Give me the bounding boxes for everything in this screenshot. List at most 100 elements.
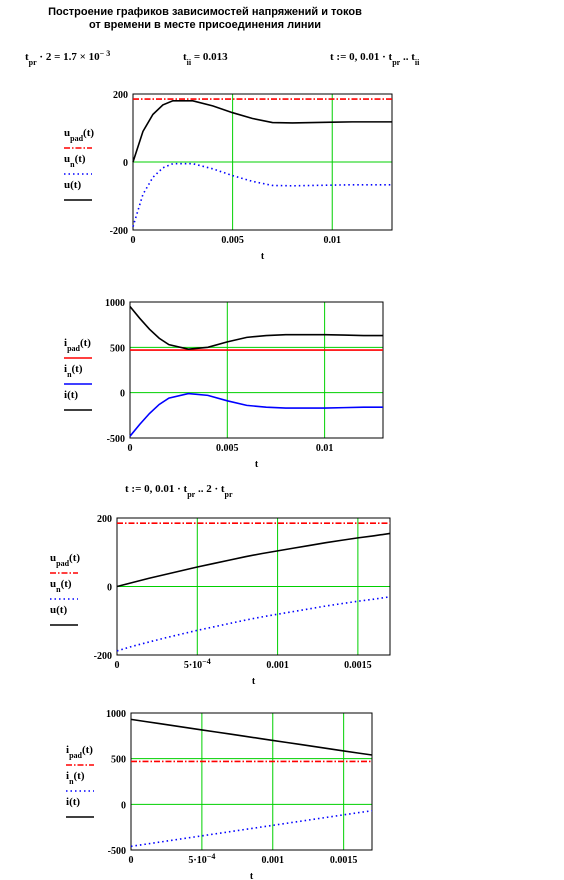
legend-label-part: (t) xyxy=(70,179,81,191)
y-tick-label: 1000 xyxy=(105,298,125,309)
formula-part: t := 0, 0.01 · t xyxy=(330,51,393,63)
legend-label: un(t) xyxy=(50,578,72,594)
x-tick-label-part: 0.01 xyxy=(316,443,334,454)
x-tick-label-part: 0.001 xyxy=(266,660,289,671)
formula-part: · 2 = 1.7 × 10 xyxy=(37,51,100,63)
x-tick-label: 0.0015 xyxy=(330,855,358,866)
x-tick-label: 0.01 xyxy=(323,235,341,246)
legend-label-part: i xyxy=(64,389,67,401)
legend-label-part: i xyxy=(66,796,69,808)
legend-label-part: (t) xyxy=(74,770,85,782)
formula-part: t xyxy=(25,51,29,63)
x-tick-label-part: 5·10 xyxy=(184,660,202,671)
series-line xyxy=(132,100,392,163)
legend-label: in(t) xyxy=(64,363,83,379)
legend-label: un(t) xyxy=(64,153,86,169)
legend-label-part: i xyxy=(64,337,67,349)
legend-label-part: (t) xyxy=(75,153,86,165)
y-tick-label: 200 xyxy=(97,514,112,525)
x-tick-label-part: 0.0015 xyxy=(330,855,358,866)
legend-label-part: u xyxy=(50,604,56,616)
legend-label-part: i xyxy=(66,770,69,782)
formula-part: = 0.013 xyxy=(191,51,228,63)
legend-label-part: n xyxy=(70,160,75,169)
y-tick-label: -200 xyxy=(94,651,112,662)
legend-label-part: u xyxy=(64,127,70,139)
legend-label-part: (t) xyxy=(82,744,93,756)
legend-label-part: pad xyxy=(69,751,82,760)
formula-part: pr xyxy=(187,490,195,499)
legend-label: ipad(t) xyxy=(66,744,93,760)
x-axis-label: t xyxy=(261,251,265,262)
formula-part: ii xyxy=(187,58,192,67)
y-tick-label: -500 xyxy=(107,434,125,445)
y-tick-label: 500 xyxy=(110,343,125,354)
legend-label-part: pad xyxy=(67,344,80,353)
x-tick-label: 0.001 xyxy=(262,855,285,866)
x-axis-label: t xyxy=(255,459,259,470)
legend-label-part: n xyxy=(67,370,72,379)
legend-label: u(t) xyxy=(64,179,81,191)
formula: t := 0, 0.01 · tpr .. tii xyxy=(330,51,420,67)
x-tick-label-part: 0.0015 xyxy=(344,660,372,671)
plot-frame xyxy=(129,301,384,439)
x-tick-label: 0 xyxy=(115,660,120,671)
legend-label-part: i xyxy=(64,363,67,375)
x-tick-label: 0.005 xyxy=(216,443,239,454)
legend-label-part: (t) xyxy=(83,127,94,139)
x-tick-label-part: 0.001 xyxy=(262,855,285,866)
legend-label: ipad(t) xyxy=(64,337,91,353)
title-line: Построение графиков зависимостей напряже… xyxy=(48,6,362,18)
legend-label-part: pad xyxy=(70,134,83,143)
legend-label-part: (t) xyxy=(72,363,83,375)
legend-label: upad(t) xyxy=(50,552,80,568)
formula: tpr · 2 = 1.7 × 10− 3 xyxy=(25,49,110,67)
x-tick-label-part: 0 xyxy=(131,235,136,246)
legend-label-part: (t) xyxy=(69,796,80,808)
legend-label-part: u xyxy=(64,179,70,191)
formula-part: .. 2 · t xyxy=(195,483,225,495)
x-tick-label: 0.0015 xyxy=(344,660,372,671)
x-tick-label: 0.01 xyxy=(316,443,334,454)
x-tick-label: 0.001 xyxy=(266,660,289,671)
legend-label-part: n xyxy=(69,777,74,786)
x-tick-label-part: 0 xyxy=(129,855,134,866)
formula-part: pr xyxy=(392,58,400,67)
y-tick-label: 200 xyxy=(113,90,128,101)
legend-label-part: u xyxy=(50,578,56,590)
y-tick-label: -500 xyxy=(108,846,126,857)
formula-part: pr xyxy=(225,490,233,499)
y-tick-label: 1000 xyxy=(106,709,126,720)
legend-label-part: (t) xyxy=(69,552,80,564)
legend-label-part: (t) xyxy=(67,389,78,401)
series-line xyxy=(130,809,373,848)
y-tick-label: -200 xyxy=(110,226,128,237)
y-tick-label: 0 xyxy=(120,389,125,400)
x-tick-label-part: 0.005 xyxy=(221,235,244,246)
x-tick-label-part: 0.005 xyxy=(216,443,239,454)
x-tick-label: 0 xyxy=(129,855,134,866)
legend-label: upad(t) xyxy=(64,127,94,143)
formula-part: t xyxy=(183,51,187,63)
x-tick-label: 5·10−4 xyxy=(188,852,215,867)
x-tick-label-part: −4 xyxy=(202,657,211,666)
series-line xyxy=(130,718,373,756)
x-tick-label-part: −4 xyxy=(207,852,216,861)
legend-label: in(t) xyxy=(66,770,85,786)
x-tick-label-part: 0.01 xyxy=(323,235,341,246)
x-tick-label-part: 0 xyxy=(128,443,133,454)
x-tick-label-part: 0 xyxy=(115,660,120,671)
x-axis-label: t xyxy=(252,676,256,687)
formula-part: ii xyxy=(415,58,420,67)
legend-label-part: i xyxy=(66,744,69,756)
series-line xyxy=(132,162,392,227)
legend-label: i(t) xyxy=(64,389,78,401)
legend-label: i(t) xyxy=(66,796,80,808)
series-line xyxy=(116,532,391,588)
legend-label-part: pad xyxy=(56,559,69,568)
formula: tii = 0.013 xyxy=(183,51,228,67)
plot-frame xyxy=(130,712,373,851)
x-tick-label: 0 xyxy=(128,443,133,454)
